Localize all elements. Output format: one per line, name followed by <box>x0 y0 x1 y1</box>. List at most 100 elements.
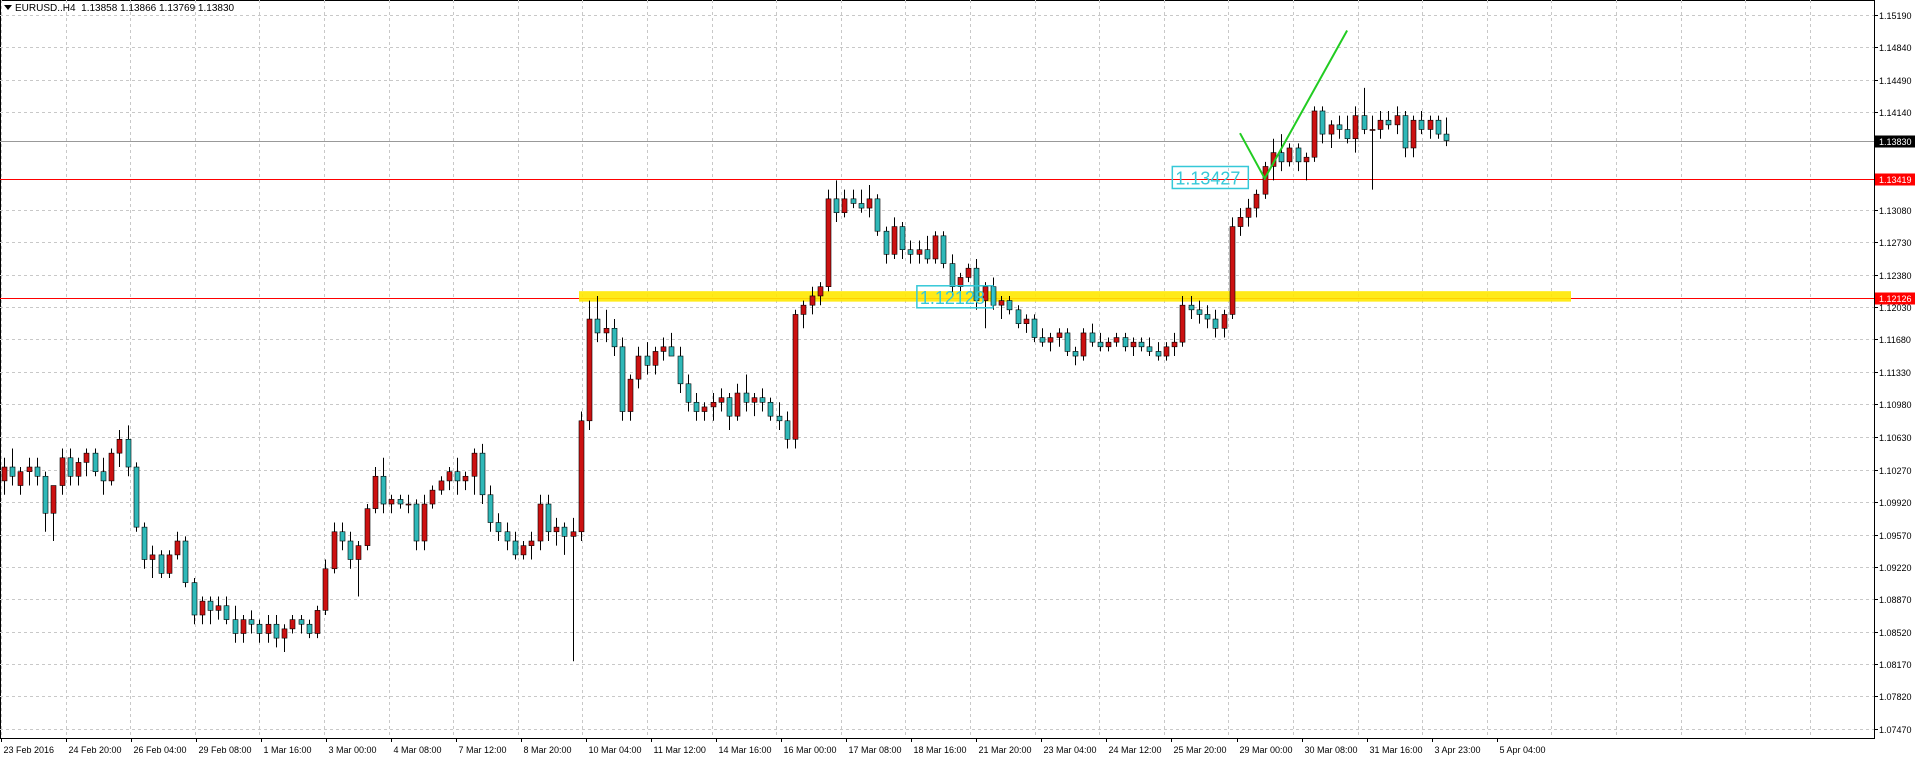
candle-body <box>199 600 206 616</box>
y-tick-label: 1.07470 <box>1879 725 1912 735</box>
candle-body <box>1138 341 1145 348</box>
candle-body <box>891 226 898 255</box>
candle-body <box>1179 304 1186 343</box>
candle-body <box>1311 110 1318 158</box>
candle-body <box>158 554 165 574</box>
x-tick-label: 14 Mar 16:00 <box>719 745 772 755</box>
candles <box>1 87 1450 662</box>
x-tick-label: 18 Mar 16:00 <box>914 745 967 755</box>
candle-body <box>965 267 972 278</box>
candle-body <box>1377 119 1384 130</box>
candle-body <box>182 540 189 583</box>
candle-body <box>1278 152 1285 163</box>
candle-body <box>1221 314 1228 329</box>
candle-body <box>1229 226 1236 315</box>
candle-body <box>718 397 725 403</box>
support-zone <box>579 291 1571 302</box>
candle-body <box>487 494 494 523</box>
x-tick-label: 16 Mar 00:00 <box>784 745 837 755</box>
candle-body <box>495 522 502 533</box>
candle-body <box>281 628 288 639</box>
x-tick-label: 21 Mar 20:00 <box>979 745 1032 755</box>
candle-body <box>561 526 568 537</box>
y-tick-label: 1.07820 <box>1879 692 1912 702</box>
candle-body <box>998 300 1005 306</box>
y-tick-label: 1.11680 <box>1879 335 1911 345</box>
candle-body <box>1064 332 1071 352</box>
candle-body <box>413 503 420 542</box>
candle-body <box>191 582 198 616</box>
x-tick-label: 10 Mar 04:00 <box>589 745 642 755</box>
candle-body <box>924 249 931 260</box>
candle-body <box>59 457 66 486</box>
dropdown-triangle-icon[interactable] <box>4 5 12 10</box>
x-tick-label: 7 Mar 12:00 <box>459 745 507 755</box>
candle-body <box>743 392 750 403</box>
candle-body <box>1262 166 1269 195</box>
candle-body <box>207 600 214 611</box>
candle-body <box>26 466 33 472</box>
candle-body <box>734 392 741 417</box>
x-tick-label: 29 Feb 08:00 <box>199 745 252 755</box>
candle-body <box>471 452 478 477</box>
time-axis: 23 Feb 2016 24 Feb 20:00 26 Feb 04:00 29 Fe… <box>1 738 1546 755</box>
candle-body <box>1204 314 1211 320</box>
candle-body <box>421 503 428 542</box>
level-badge <box>1875 173 1915 186</box>
level-badge <box>1875 292 1915 305</box>
candle-body <box>957 277 964 287</box>
candle-body <box>883 230 890 255</box>
candle-body <box>512 540 519 556</box>
candle-body <box>289 619 296 630</box>
candle-body <box>800 304 807 315</box>
candle-body <box>693 401 700 412</box>
y-tick-label: 1.08170 <box>1879 660 1912 670</box>
x-tick-label: 5 Apr 04:00 <box>1500 745 1546 755</box>
candle-body <box>372 475 379 509</box>
candle-body <box>364 508 371 546</box>
candle-body <box>240 619 247 634</box>
x-tick-label: 23 Feb 2016 <box>4 745 55 755</box>
candle-body <box>1295 147 1302 163</box>
candle-body <box>545 503 552 533</box>
plot-frame <box>0 0 1875 739</box>
candle-body <box>1080 332 1087 357</box>
y-tick-label: 1.10630 <box>1879 433 1912 443</box>
y-tick-label: 1.13419 <box>1879 175 1912 185</box>
ohlc-readout: 1.13858 1.13866 1.13769 1.13830 <box>81 3 235 14</box>
candle-body <box>1097 341 1104 348</box>
candle-body <box>248 619 255 625</box>
x-tick-label: 24 Mar 12:00 <box>1109 745 1162 755</box>
y-tick-label: 1.09570 <box>1879 531 1912 541</box>
candle-body <box>1319 110 1326 135</box>
candle-body <box>1418 119 1425 130</box>
x-tick-label: 29 Mar 00:00 <box>1240 745 1293 755</box>
current-price-badge <box>1875 135 1915 148</box>
candle-body <box>973 267 980 301</box>
candle-body <box>759 397 766 403</box>
candle-body <box>627 378 634 412</box>
candle-body <box>256 623 263 634</box>
candle-body <box>388 499 395 505</box>
candle-body <box>677 355 684 385</box>
candle-body <box>1394 115 1401 126</box>
y-tick-label: 1.12380 <box>1879 271 1912 281</box>
x-tick-label: 17 Mar 08:00 <box>849 745 902 755</box>
candle-body <box>1253 193 1260 209</box>
y-tick-label: 1.14840 <box>1879 43 1912 53</box>
y-tick-label: 1.12030 <box>1879 303 1912 313</box>
candle-body <box>611 328 618 348</box>
candle-body <box>932 235 939 260</box>
projection-line <box>1239 30 1348 181</box>
candle-body <box>874 198 881 232</box>
candle-body <box>1385 119 1392 126</box>
price-axis: 1.15190 1.14840 1.14490 1.14140 1.13830 1.134… <box>1874 11 1915 735</box>
y-tick-label: 1.11330 <box>1879 368 1911 378</box>
x-tick-label: 1 Mar 16:00 <box>264 745 312 755</box>
candle-body <box>314 610 321 634</box>
candle-body <box>1056 332 1063 338</box>
candle-body <box>232 619 239 634</box>
candle-body <box>223 605 230 620</box>
candle-body <box>108 452 115 482</box>
